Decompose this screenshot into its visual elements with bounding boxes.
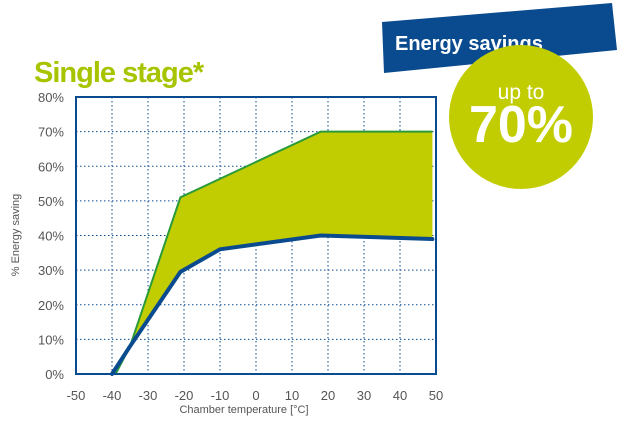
x-axis-label: Chamber temperature [°C] [179, 404, 308, 416]
y-tick-label: 50% [38, 194, 64, 209]
x-tick-label: 0 [252, 388, 259, 403]
y-tick-label: 60% [38, 159, 64, 174]
x-tick-label: -40 [103, 388, 122, 403]
x-tick-label: 10 [285, 388, 299, 403]
x-tick-labels: -50 -40 -30 -20 -10 0 10 20 30 40 50 [67, 388, 444, 403]
y-tick-label: 20% [38, 298, 64, 313]
badge-prefix: up to [498, 81, 545, 104]
y-tick-label: 80% [38, 90, 64, 105]
plot-frame [75, 96, 437, 375]
x-tick-label: -20 [175, 388, 194, 403]
y-tick-label: 70% [38, 125, 64, 140]
x-tick-label: 50 [429, 388, 443, 403]
y-tick-label: 40% [38, 229, 64, 244]
y-axis-label: % Energy saving [10, 194, 22, 277]
savings-badge: up to 70% [449, 45, 593, 189]
x-tick-label: 20 [321, 388, 335, 403]
y-tick-label: 0% [45, 367, 64, 382]
x-tick-label: -30 [139, 388, 158, 403]
x-tick-label: -50 [67, 388, 86, 403]
badge-circle [449, 45, 593, 189]
x-tick-label: 40 [393, 388, 407, 403]
y-tick-label: 10% [38, 332, 64, 347]
x-tick-label: 30 [357, 388, 371, 403]
lower-bound-line [110, 233, 435, 376]
y-tick-labels: 0% 10% 20% 30% 40% 50% 60% 70% 80% [38, 90, 64, 382]
x-tick-label: -10 [211, 388, 230, 403]
badge-value: 70% [469, 96, 573, 154]
chart-title: Single stage* [34, 57, 205, 89]
y-tick-label: 30% [38, 263, 64, 278]
savings-range-area [112, 131, 433, 374]
